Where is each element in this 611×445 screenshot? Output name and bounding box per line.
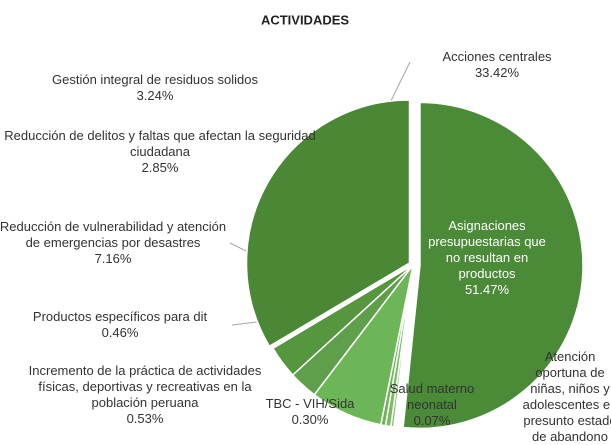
slice-label: TBC - VIH/Sida 0.30% bbox=[255, 396, 365, 428]
pie-slice bbox=[245, 99, 411, 348]
slice-label: Atención oportuna de niñas, niños y adol… bbox=[518, 349, 611, 445]
slice-label: Incremento de la práctica de actividades… bbox=[28, 363, 263, 427]
slice-label: Reducción de vulnerabilidad y atención d… bbox=[0, 219, 228, 267]
value-label: 3.24% bbox=[136, 88, 174, 103]
value-label: 0.53% bbox=[126, 411, 164, 426]
slice-label: Salud materno neonatal 0.07% bbox=[382, 381, 482, 429]
value-label: 2.85% bbox=[141, 160, 179, 175]
category-name: Atención oportuna de niñas, niños y adol… bbox=[522, 349, 611, 444]
category-name: Asignaciones presupuestarias que no resu… bbox=[428, 218, 546, 281]
pie-slice bbox=[271, 264, 414, 377]
slice-label: Reducción de delitos y faltas que afecta… bbox=[0, 128, 320, 176]
value-label: 0.07% bbox=[413, 413, 451, 428]
category-name: Salud materno neonatal bbox=[389, 381, 475, 412]
category-name: Incremento de la práctica de actividades… bbox=[28, 363, 262, 410]
value-label: 7.16% bbox=[94, 251, 132, 266]
category-name: Reducción de vulnerabilidad y atención d… bbox=[0, 219, 227, 250]
value-label: 0.46% bbox=[101, 325, 139, 340]
category-name: Gestión integral de residuos solidos bbox=[52, 72, 258, 87]
category-name: Reducción de delitos y faltas que afecta… bbox=[4, 128, 316, 159]
value-label: 51.47% bbox=[464, 282, 510, 297]
pie-slice bbox=[402, 101, 584, 430]
slice-label: Productos específicos para dit 0.46% bbox=[5, 309, 235, 341]
slice-label: Gestión integral de residuos solidos 3.24… bbox=[10, 72, 300, 104]
slice-label: Acciones centrales 33.42% bbox=[427, 49, 567, 81]
value-label: 33.42% bbox=[474, 65, 520, 80]
category-name: TBC - VIH/Sida bbox=[265, 396, 355, 411]
slice-label: Asignaciones presupuestarias que no resu… bbox=[425, 218, 550, 298]
category-name: Productos específicos para dit bbox=[32, 309, 208, 324]
chart-title: ACTIVIDADES bbox=[260, 12, 350, 28]
category-name: Acciones centrales bbox=[442, 49, 552, 64]
value-label: 0.30% bbox=[291, 412, 329, 427]
